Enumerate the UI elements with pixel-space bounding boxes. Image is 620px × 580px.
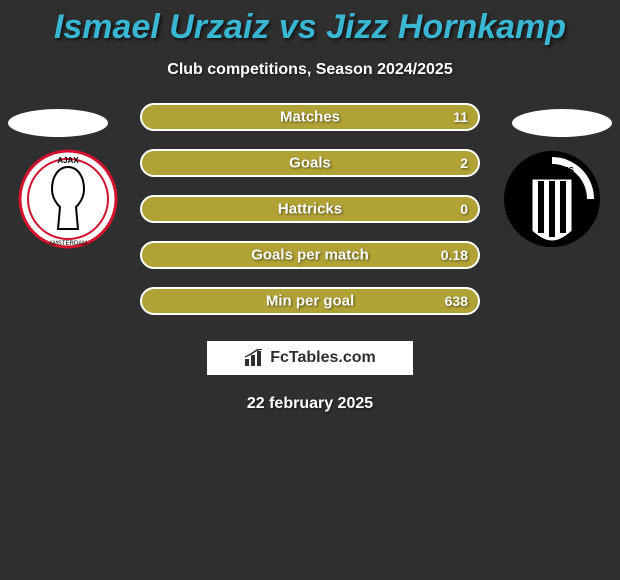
club-logo-right: HERACLES (502, 149, 602, 249)
stat-right-value: 0 (460, 201, 468, 217)
player-right-ellipse (512, 109, 612, 137)
stat-label: Min per goal (266, 293, 354, 310)
stat-right-value: 0.18 (441, 247, 468, 263)
date-line: 22 february 2025 (0, 395, 620, 413)
ajax-logo-icon: AJAX AMSTERDAM (18, 149, 118, 249)
page-title: Ismael Urzaiz vs Jizz Hornkamp (0, 0, 620, 47)
stat-row-goals-per-match: Goals per match 0.18 (140, 241, 480, 269)
content-area: AJAX AMSTERDAM HERACLES Matches 11 (0, 103, 620, 413)
svg-text:AMSTERDAM: AMSTERDAM (49, 241, 87, 247)
player-left-ellipse (8, 109, 108, 137)
club-logo-left: AJAX AMSTERDAM (18, 149, 118, 249)
stats-list: Matches 11 Goals 2 Hattricks 0 Goals per… (140, 103, 480, 315)
season-subtitle: Club competitions, Season 2024/2025 (0, 61, 620, 79)
stat-row-hattricks: Hattricks 0 (140, 195, 480, 223)
heracles-logo-icon: HERACLES (502, 149, 602, 249)
stat-label: Goals per match (251, 247, 369, 264)
stat-right-value: 638 (445, 293, 468, 309)
stat-label: Goals (289, 155, 331, 172)
stat-row-min-per-goal: Min per goal 638 (140, 287, 480, 315)
stat-right-value: 2 (460, 155, 468, 171)
bars-icon (244, 349, 264, 367)
svg-text:HERACLES: HERACLES (530, 166, 575, 175)
brand-text: FcTables.com (270, 349, 376, 367)
comparison-card: Ismael Urzaiz vs Jizz Hornkamp Club comp… (0, 0, 620, 580)
stat-right-value: 11 (453, 109, 468, 125)
stat-label: Hattricks (278, 201, 342, 218)
stat-label: Matches (280, 109, 340, 126)
stat-row-matches: Matches 11 (140, 103, 480, 131)
brand-box: FcTables.com (205, 339, 415, 377)
svg-text:AJAX: AJAX (57, 156, 79, 165)
stat-row-goals: Goals 2 (140, 149, 480, 177)
